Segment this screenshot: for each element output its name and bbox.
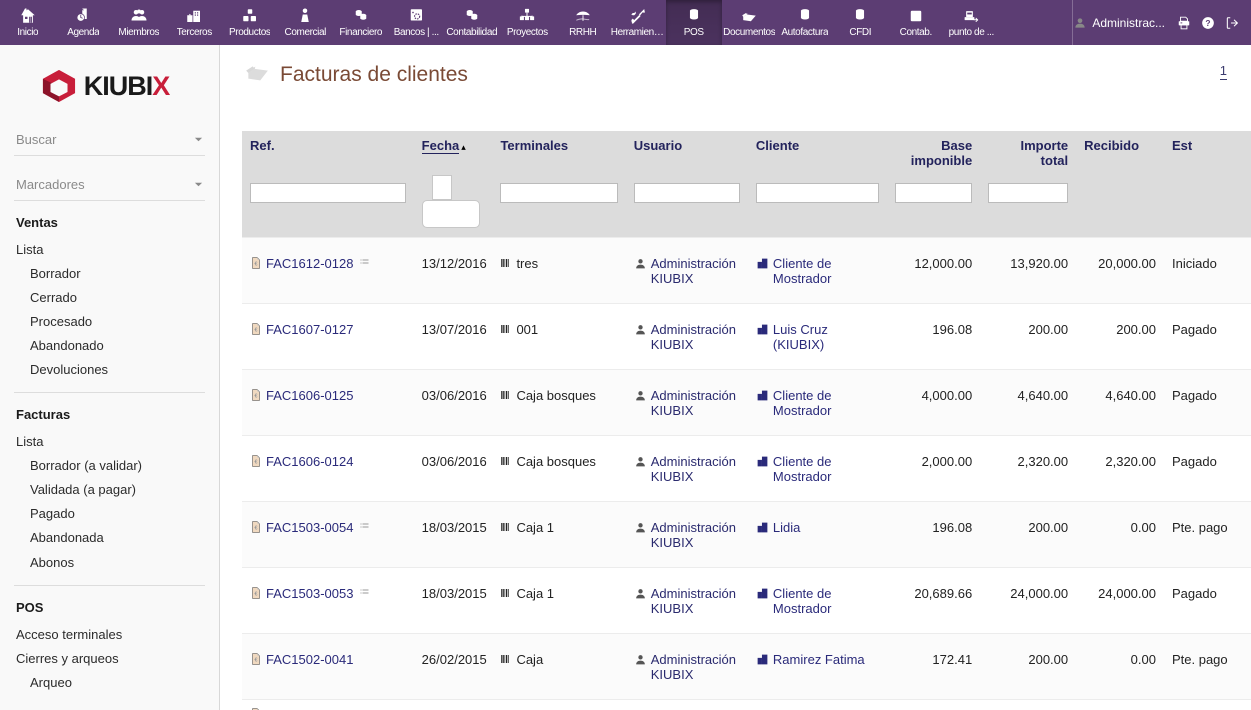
svg-text:€: € [254,526,257,532]
svg-text:€: € [254,592,257,598]
svg-text:€: € [254,262,257,268]
svg-text:€: € [254,460,257,466]
svg-text:€: € [254,658,257,664]
svg-text:€: € [254,328,257,334]
svg-text:€: € [254,394,257,400]
svg-text:?: ? [1205,18,1210,28]
